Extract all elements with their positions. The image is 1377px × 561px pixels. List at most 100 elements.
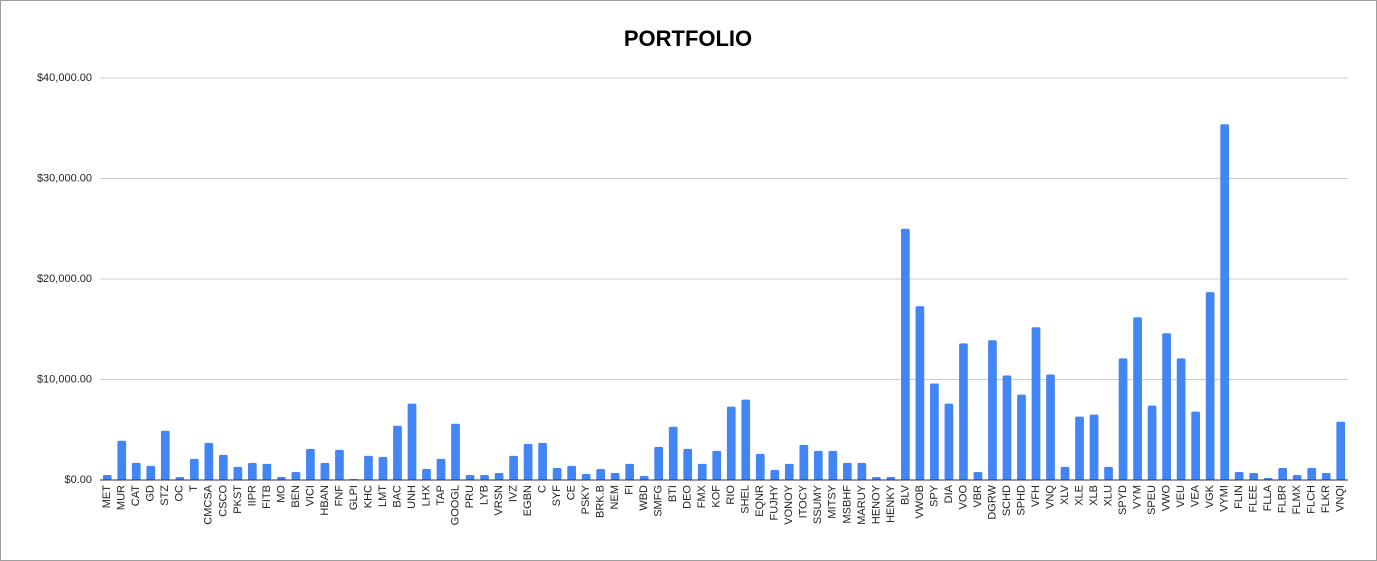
bar [741, 399, 751, 480]
bar [1075, 416, 1084, 480]
x-tick-label: FITB [261, 485, 273, 509]
bar [335, 449, 344, 480]
y-tick-label: $0.00 [64, 474, 92, 486]
x-tick-label: GLPI [348, 485, 360, 510]
bar [233, 466, 243, 480]
x-tick-label: XLU [1102, 485, 1114, 506]
bar [146, 465, 156, 480]
bar [886, 476, 896, 480]
bar [189, 458, 199, 480]
bar [1089, 414, 1099, 480]
x-tick-label: FLKR [1320, 485, 1332, 513]
bar [1176, 358, 1186, 480]
x-tick-label: LMT [377, 485, 389, 507]
x-tick-label: IVZ [507, 485, 519, 502]
x-tick-label: DEO [682, 485, 694, 509]
bar [1292, 474, 1302, 480]
bar [1147, 405, 1157, 480]
bar [1017, 394, 1026, 480]
x-tick-label: NEM [609, 485, 621, 509]
bar [784, 463, 794, 480]
x-tick-label: SHEL [740, 485, 752, 514]
x-tick-label: MET [101, 485, 113, 509]
x-tick-label: SCHD [1001, 485, 1013, 516]
bar [509, 455, 518, 480]
x-tick-label: CMCSA [203, 484, 215, 524]
x-tick-label: LYB [478, 485, 490, 505]
bar [1031, 327, 1041, 480]
bar [538, 442, 547, 480]
x-tick-label: CE [566, 485, 578, 500]
bar [567, 465, 576, 480]
bar [1249, 472, 1259, 480]
bar [712, 450, 722, 480]
x-tick-label: VWOB [914, 485, 926, 519]
bar [277, 476, 286, 480]
bar [1307, 467, 1317, 480]
x-tick-label: VWO [1161, 485, 1173, 512]
x-tick-label: DIA [943, 484, 955, 503]
bar [1234, 471, 1244, 480]
x-tick-label: HBAN [319, 485, 331, 516]
x-tick-label: VEU [1175, 485, 1187, 508]
bar [654, 446, 664, 480]
x-tick-label: SPYD [1117, 485, 1129, 515]
x-tick-label: MUR [116, 485, 128, 510]
bar [842, 462, 852, 480]
x-tick-label: BRK.B [595, 485, 607, 518]
bar [1002, 375, 1012, 480]
x-tick-label: FLLA [1262, 484, 1274, 511]
x-tick-label: FLEE [1248, 485, 1260, 513]
bar [683, 448, 693, 480]
bar [915, 306, 925, 480]
x-tick-label: SPY [928, 484, 940, 507]
bar [596, 468, 606, 480]
x-tick-label: EQNR [754, 485, 766, 517]
x-tick-label: BLV [899, 484, 911, 505]
bar [973, 471, 983, 480]
bar [102, 474, 112, 480]
x-tick-label: KOF [711, 485, 723, 508]
x-tick-label: GOOGL [449, 485, 461, 525]
x-tick-label: FLIN [1233, 485, 1245, 509]
x-tick-label: CSCO [217, 485, 229, 517]
x-tick-label: FUJHY [769, 484, 781, 520]
y-tick-label: $20,000.00 [37, 273, 92, 285]
x-tick-label: STZ [159, 485, 171, 506]
bar [378, 456, 388, 480]
x-tick-label: GD [145, 485, 157, 502]
x-tick-label: XLB [1088, 485, 1100, 506]
bar [422, 468, 431, 480]
x-tick-label: VBR [972, 485, 984, 508]
x-tick-label: HENOY [870, 484, 882, 524]
bar [697, 463, 707, 480]
x-tick-label: PKST [232, 485, 244, 514]
x-tick-label: VYMI [1219, 485, 1231, 512]
x-tick-label: VYM [1131, 485, 1143, 509]
bar [1220, 124, 1230, 480]
chart-title: PORTFOLIO [624, 26, 752, 51]
x-tick-label: VNQI [1335, 485, 1347, 512]
bar [610, 472, 620, 480]
bar [930, 383, 939, 480]
bar [959, 343, 968, 480]
bar [1060, 466, 1070, 480]
bar [248, 462, 257, 480]
bar [494, 472, 504, 480]
bar [901, 228, 910, 480]
x-tick-label: SPEU [1146, 485, 1158, 515]
x-tick-label: MITSY [827, 484, 839, 518]
x-tick-label: BTI [667, 485, 679, 502]
x-tick-label: SPHD [1015, 485, 1027, 516]
x-tick-label: XLE [1073, 485, 1085, 506]
bar [1133, 317, 1142, 480]
bar [1263, 477, 1273, 480]
bar [451, 423, 460, 480]
bar [639, 475, 649, 480]
x-tick-label: FI [624, 485, 636, 495]
x-tick-label: PRU [464, 485, 476, 508]
bar [770, 469, 780, 480]
bar [218, 454, 228, 480]
bar [436, 458, 446, 480]
x-tick-label: VICI [304, 485, 316, 506]
